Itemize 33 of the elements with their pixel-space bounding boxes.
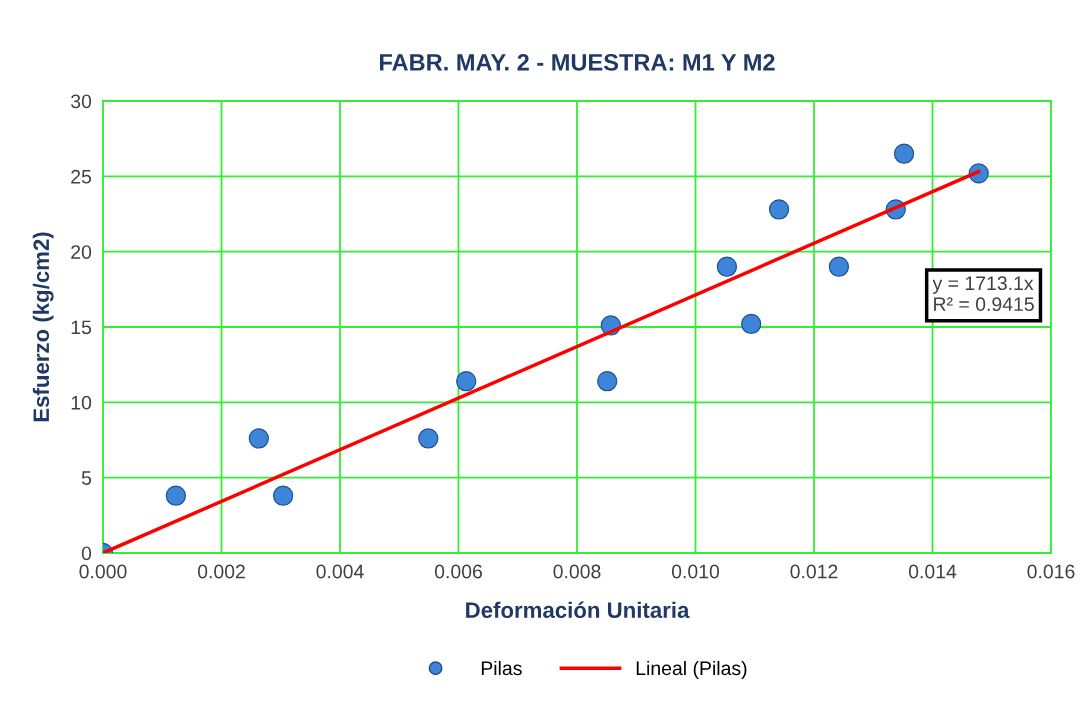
legend-label: Pilas bbox=[481, 660, 522, 676]
y-tick-label: 20 bbox=[71, 245, 92, 259]
point bbox=[418, 428, 439, 449]
x-tick-label: 0.008 bbox=[553, 564, 601, 579]
y-axis-title: Esfuerzo (kg/cm2) bbox=[32, 232, 54, 422]
point bbox=[248, 428, 269, 449]
x-tick-label: 0.010 bbox=[671, 564, 720, 579]
point bbox=[768, 199, 790, 220]
point bbox=[893, 143, 915, 164]
y-tick-label: 25 bbox=[71, 169, 92, 184]
point bbox=[272, 485, 294, 506]
point bbox=[741, 313, 762, 335]
point bbox=[828, 256, 850, 277]
x-tick-label: 0.004 bbox=[316, 564, 364, 579]
x-axis-title: Deformación Unitaria bbox=[466, 601, 690, 618]
legend-label: Lineal (Pilas) bbox=[636, 660, 747, 680]
x-tick-label: 0.016 bbox=[1027, 564, 1075, 579]
chart-title: FABR. MAY. 2 - MUESTRA: M1 Y M2 bbox=[380, 53, 775, 71]
point bbox=[165, 485, 187, 506]
annotation: y = 1713.1x R² = 0.9415 bbox=[932, 276, 1034, 312]
point bbox=[456, 371, 477, 392]
y-tick-label: 30 bbox=[71, 94, 92, 109]
x-tick-label: 0.006 bbox=[434, 564, 482, 579]
y-tick-label: 5 bbox=[81, 471, 92, 485]
x-tick-label: 0.000 bbox=[79, 564, 127, 579]
y-tick-label: 15 bbox=[71, 320, 92, 335]
point bbox=[716, 256, 738, 277]
y-tick-label: 10 bbox=[71, 395, 92, 410]
point bbox=[597, 371, 618, 392]
x-tick-label: 0.014 bbox=[908, 564, 957, 579]
y-tick-label: 0 bbox=[81, 546, 92, 561]
x-tick-label: 0.012 bbox=[790, 564, 838, 579]
x-tick-label: 0.002 bbox=[197, 564, 245, 579]
